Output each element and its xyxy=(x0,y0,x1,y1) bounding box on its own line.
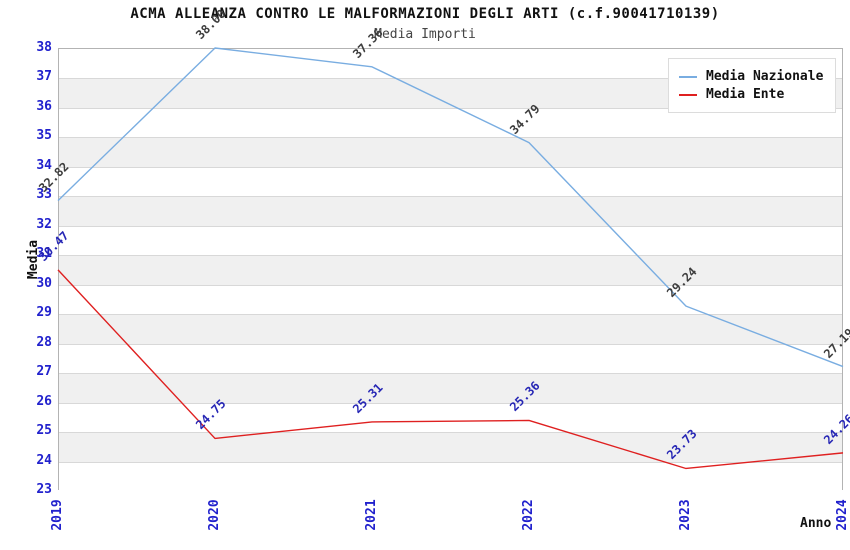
x-axis-title: Anno xyxy=(800,516,832,531)
plot-band xyxy=(59,343,842,374)
gridline xyxy=(59,343,842,345)
x-tick-label: 2024 xyxy=(835,499,850,531)
plot-band xyxy=(59,284,842,315)
legend-label: Media Nazionale xyxy=(706,69,824,84)
legend-line-swatch xyxy=(679,75,697,78)
chart-title: ACMA ALLEANZA CONTRO LE MALFORMAZIONI DE… xyxy=(130,6,720,22)
y-tick-label: 32 xyxy=(36,216,52,232)
y-tick-label: 25 xyxy=(36,423,52,439)
y-tick-label: 27 xyxy=(36,364,52,380)
y-tick-label: 34 xyxy=(36,157,52,173)
plot-band xyxy=(59,225,842,256)
gridline xyxy=(59,166,842,168)
y-tick-label: 31 xyxy=(36,246,52,262)
legend-item: Media Ente xyxy=(679,87,823,102)
plot-area xyxy=(58,48,843,491)
gridline xyxy=(59,373,842,375)
x-tick-label: 2021 xyxy=(364,499,379,531)
gridline xyxy=(59,402,842,404)
plot-band xyxy=(59,432,842,462)
plot-band xyxy=(59,255,842,285)
legend-label: Media Ente xyxy=(706,87,785,102)
plot-band xyxy=(59,196,842,226)
y-tick-label: 23 xyxy=(36,482,52,497)
y-tick-label: 35 xyxy=(36,128,52,144)
x-tick-label: 2022 xyxy=(521,499,536,531)
gridline xyxy=(59,461,842,463)
gridline xyxy=(59,432,842,434)
plot-band xyxy=(59,373,842,403)
plot-band xyxy=(59,137,842,167)
y-tick-label: 29 xyxy=(36,305,52,321)
y-axis-title: Media xyxy=(26,239,42,280)
y-tick-label: 24 xyxy=(36,452,52,468)
plot-band xyxy=(59,314,842,344)
legend-line-swatch xyxy=(679,93,697,96)
gridline xyxy=(59,225,842,227)
y-tick-label: 30 xyxy=(36,275,52,291)
chart-subtitle: Media Importi xyxy=(374,27,476,42)
plot-band xyxy=(59,166,842,197)
legend-item: Media Nazionale xyxy=(679,69,823,84)
gridline xyxy=(59,196,842,198)
x-tick-label: 2023 xyxy=(678,499,693,531)
y-tick-label: 26 xyxy=(36,393,52,409)
gridline xyxy=(59,255,842,257)
y-tick-label: 38 xyxy=(36,40,52,55)
gridline xyxy=(59,314,842,316)
y-tick-label: 28 xyxy=(36,334,52,350)
gridline xyxy=(59,284,842,286)
x-tick-label: 2020 xyxy=(207,499,222,531)
legend: Media Nazionale Media Ente xyxy=(668,58,837,113)
plot-band xyxy=(59,461,842,491)
y-tick-label: 33 xyxy=(36,187,52,203)
gridline xyxy=(59,137,842,139)
y-tick-label: 37 xyxy=(36,69,52,85)
plot-band xyxy=(59,402,842,433)
y-tick-label: 36 xyxy=(36,98,52,114)
x-tick-label: 2019 xyxy=(50,499,65,531)
